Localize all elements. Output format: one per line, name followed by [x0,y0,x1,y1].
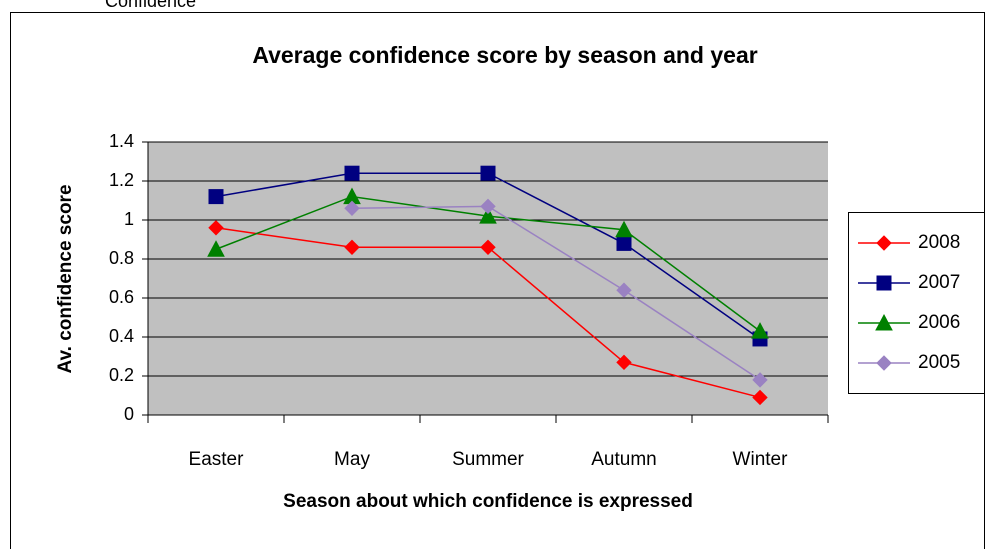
chart-title: Average confidence score by season and y… [252,42,757,68]
data-point [344,239,360,256]
legend-marker [876,355,892,371]
x-tick-label: Easter [189,449,245,470]
data-point [480,165,496,181]
data-point [207,240,225,257]
data-point [344,200,360,217]
x-tick-label: Winter [733,449,789,470]
plot-area [148,142,828,415]
data-point [208,189,224,205]
data-point [752,389,768,406]
y-tick-label: 0 [124,404,134,424]
data-point [208,220,224,236]
x-axis-label: Season about which confidence is express… [283,491,693,512]
series-line [351,205,761,381]
legend-marker [875,313,893,331]
data-point [615,220,633,238]
legend-box [848,212,985,394]
x-tick-label: May [334,449,370,470]
y-tick-label: 1 [124,209,134,229]
data-point [480,239,496,256]
x-tick-label: Summer [452,449,524,470]
y-tick-label: 1.4 [109,131,134,151]
data-point [752,372,768,388]
y-tick-label: 0.6 [109,287,134,307]
legend-label: 2007 [918,272,960,293]
data-point [616,235,632,251]
legend-label: 2008 [918,232,960,253]
y-tick-label: 1.2 [109,170,134,190]
data-point [344,165,360,181]
caption: Confidence [105,0,196,11]
data-point [616,354,632,371]
legend-label: 2005 [918,352,960,373]
legend-label: 2006 [918,312,960,333]
x-tick-label: Autumn [591,449,656,470]
y-axis-label: Av. confidence score [55,184,76,373]
legend-marker [876,275,892,291]
y-tick-label: 0.8 [109,248,134,268]
y-tick-label: 0.2 [109,365,134,385]
y-tick-label: 0.4 [109,326,134,346]
data-point [479,207,497,224]
data-point [616,282,632,298]
data-point [480,198,496,215]
legend-marker [876,235,892,251]
data-point [751,322,769,339]
